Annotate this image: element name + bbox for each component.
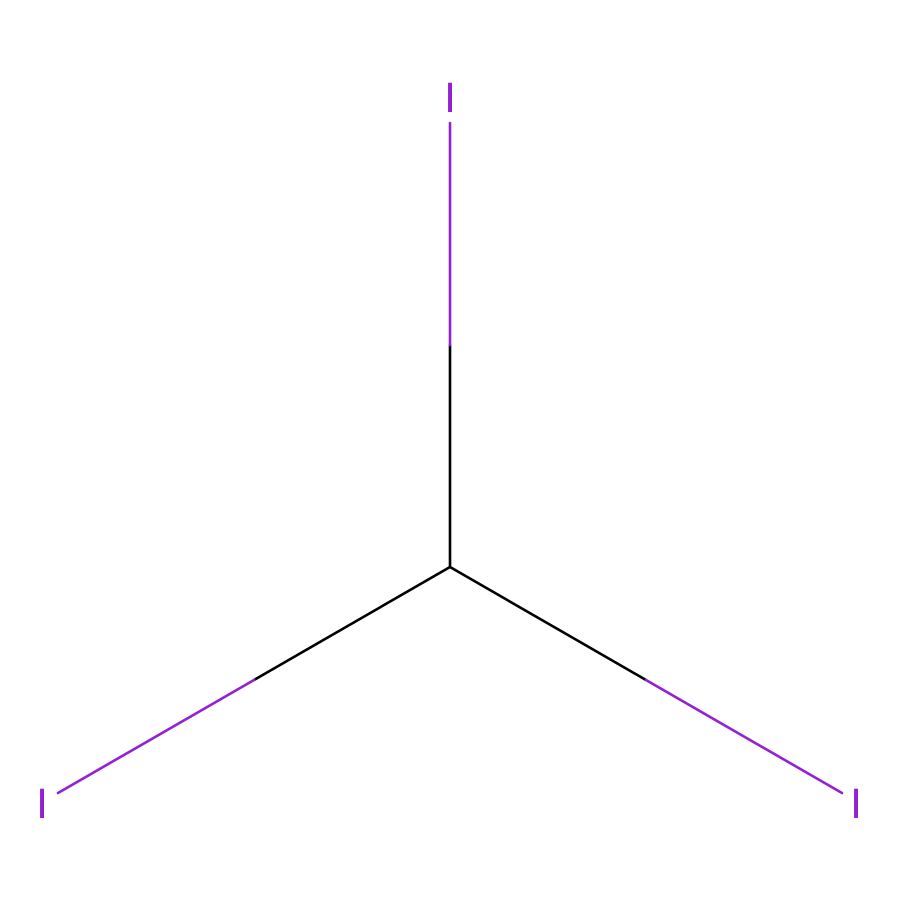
- atom-label-iodine-left: I: [36, 782, 48, 828]
- bond-c-i-left-carbon-half: [252, 565, 452, 682]
- bond-c-i-left-iodine-half: [56, 678, 256, 795]
- bond-c-i-right-iodine-half: [644, 678, 844, 795]
- bond-c-i-right: [448, 565, 844, 795]
- bond-c-i-right-carbon-half: [448, 565, 648, 682]
- bond-c-i-left: [56, 565, 452, 795]
- atom-label-iodine-top: I: [444, 76, 456, 122]
- atom-label-iodine-right: I: [850, 782, 862, 828]
